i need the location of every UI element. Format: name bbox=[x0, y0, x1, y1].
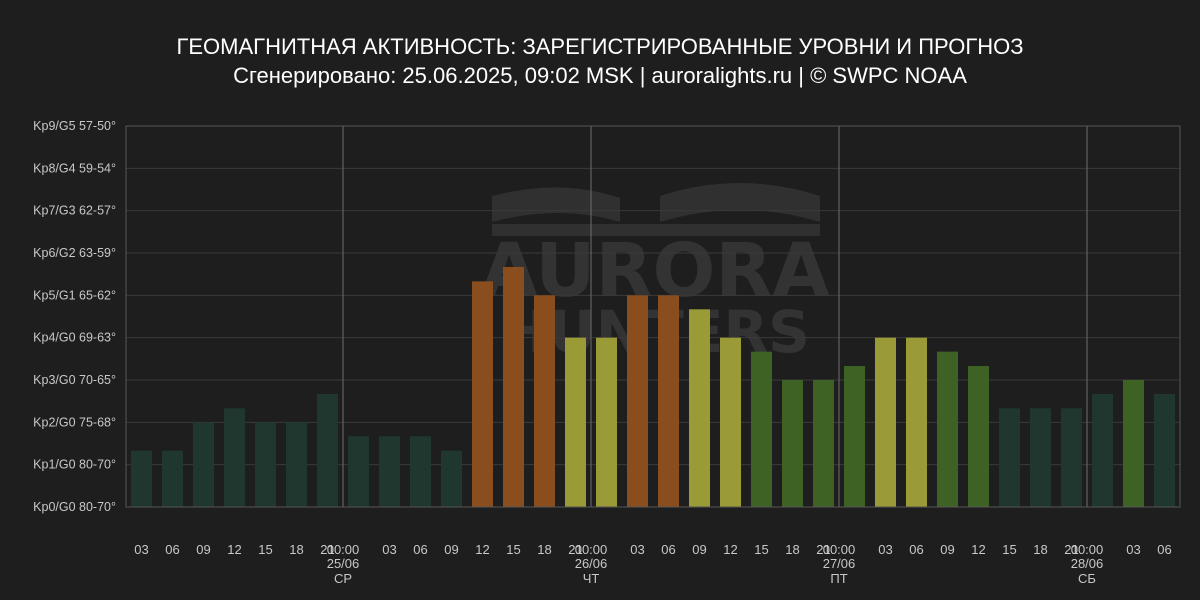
bars bbox=[131, 266, 1175, 507]
x-date-label: 25/06 bbox=[327, 556, 360, 571]
kp-bar bbox=[379, 436, 400, 507]
x-tick-label: 12 bbox=[227, 542, 241, 557]
kp-bar bbox=[1154, 393, 1175, 507]
kp-bar bbox=[813, 380, 834, 507]
kp-bar bbox=[534, 295, 555, 507]
kp-bar bbox=[131, 450, 152, 507]
y-tick-label: Kp4/G0 69-63° bbox=[33, 331, 116, 345]
x-tick-label: 12 bbox=[971, 542, 985, 557]
x-date-label: 26/06 bbox=[575, 556, 608, 571]
x-tick-label: 18 bbox=[1033, 542, 1047, 557]
day-separators bbox=[342, 126, 1088, 507]
kp-bar bbox=[999, 408, 1020, 507]
kp-bar bbox=[627, 295, 648, 507]
x-tick-label: 12 bbox=[723, 542, 737, 557]
kp-bar bbox=[844, 366, 865, 507]
y-tick-label: Kp0/G0 80-70° bbox=[33, 500, 116, 514]
x-tick-label: 15 bbox=[506, 542, 520, 557]
kp-bar bbox=[1061, 408, 1082, 507]
y-tick-label: Kp2/G0 75-68° bbox=[33, 415, 116, 429]
x-date-label: 28/06 bbox=[1071, 556, 1104, 571]
kp-bar bbox=[968, 366, 989, 507]
kp-bar bbox=[317, 393, 338, 507]
plot-frame bbox=[125, 125, 1181, 508]
kp-bar bbox=[565, 337, 586, 507]
x-tick-label: 06 bbox=[661, 542, 675, 557]
x-tick-label: 03 bbox=[878, 542, 892, 557]
x-tick-label: 06 bbox=[909, 542, 923, 557]
x-tick-label: 09 bbox=[444, 542, 458, 557]
kp-bar bbox=[503, 266, 524, 507]
y-tick-label: Kp7/G3 62-57° bbox=[33, 204, 116, 218]
x-tick-label: 15 bbox=[1002, 542, 1016, 557]
kp-bar bbox=[255, 422, 276, 507]
x-tick-label: 06 bbox=[1157, 542, 1171, 557]
watermark-bar bbox=[492, 224, 820, 236]
kp-bar bbox=[193, 422, 214, 507]
kp-bar bbox=[751, 351, 772, 507]
x-tick-label: 21 bbox=[568, 542, 582, 557]
x-date-label: 27/06 bbox=[823, 556, 856, 571]
kp-bar bbox=[286, 422, 307, 507]
x-weekday-label: СБ bbox=[1078, 571, 1096, 586]
x-tick-label: 18 bbox=[537, 542, 551, 557]
kp-bar bbox=[441, 450, 462, 507]
kp-bar bbox=[658, 295, 679, 507]
x-tick-label: 03 bbox=[1126, 542, 1140, 557]
kp-bar bbox=[689, 309, 710, 507]
y-tick-label: Kp8/G4 59-54° bbox=[33, 161, 116, 175]
x-tick-label: 00:00 bbox=[823, 542, 856, 557]
kp-bar bbox=[1092, 393, 1113, 507]
kp-bar bbox=[162, 450, 183, 507]
chart-title: ГЕОМАГНИТНАЯ АКТИВНОСТЬ: ЗАРЕГИСТРИРОВАН… bbox=[176, 34, 1024, 59]
kp-bar bbox=[596, 337, 617, 507]
kp-bar bbox=[1123, 380, 1144, 507]
kp-bar bbox=[348, 436, 369, 507]
y-tick-label: Kp9/G5 57-50° bbox=[33, 119, 116, 133]
x-weekday-label: ЧТ bbox=[583, 571, 600, 586]
x-weekday-label: ПТ bbox=[830, 571, 847, 586]
x-tick-label: 00:00 bbox=[327, 542, 360, 557]
kp-bar bbox=[782, 380, 803, 507]
y-tick-label: Kp5/G1 65-62° bbox=[33, 288, 116, 302]
x-tick-label: 03 bbox=[630, 542, 644, 557]
kp-bar bbox=[937, 351, 958, 507]
y-tick-label: Kp6/G2 63-59° bbox=[33, 246, 116, 260]
x-tick-label: 06 bbox=[165, 542, 179, 557]
x-tick-label: 06 bbox=[413, 542, 427, 557]
kp-bar bbox=[472, 281, 493, 507]
x-tick-label: 03 bbox=[134, 542, 148, 557]
x-tick-label: 18 bbox=[785, 542, 799, 557]
x-weekday-label: СР bbox=[334, 571, 352, 586]
x-tick-label: 09 bbox=[196, 542, 210, 557]
x-tick-label: 12 bbox=[475, 542, 489, 557]
kp-bar bbox=[410, 436, 431, 507]
kp-bar bbox=[875, 337, 896, 507]
x-tick-label: 09 bbox=[940, 542, 954, 557]
y-tick-label: Kp1/G0 80-70° bbox=[33, 458, 116, 472]
kp-bar bbox=[224, 408, 245, 507]
x-tick-label: 21 bbox=[320, 542, 334, 557]
x-tick-label: 15 bbox=[258, 542, 272, 557]
chart-subtitle: Сгенерировано: 25.06.2025, 09:02 MSK | a… bbox=[233, 63, 967, 88]
x-tick-label: 15 bbox=[754, 542, 768, 557]
x-tick-label: 09 bbox=[692, 542, 706, 557]
kp-bar bbox=[906, 337, 927, 507]
x-tick-label: 18 bbox=[289, 542, 303, 557]
x-tick-label: 00:00 bbox=[1071, 542, 1104, 557]
watermark-shape bbox=[492, 183, 820, 222]
x-tick-label: 21 bbox=[816, 542, 830, 557]
kp-bar bbox=[720, 337, 741, 507]
y-tick-label: Kp3/G0 70-65° bbox=[33, 373, 116, 387]
x-tick-label: 21 bbox=[1064, 542, 1078, 557]
y-axis-labels: Kp0/G0 80-70° Kp1/G0 80-70° Kp2/G0 75-68° K… bbox=[33, 119, 116, 514]
x-tick-label: 00:00 bbox=[575, 542, 608, 557]
x-tick-label: 03 bbox=[382, 542, 396, 557]
kp-bar bbox=[1030, 408, 1051, 507]
